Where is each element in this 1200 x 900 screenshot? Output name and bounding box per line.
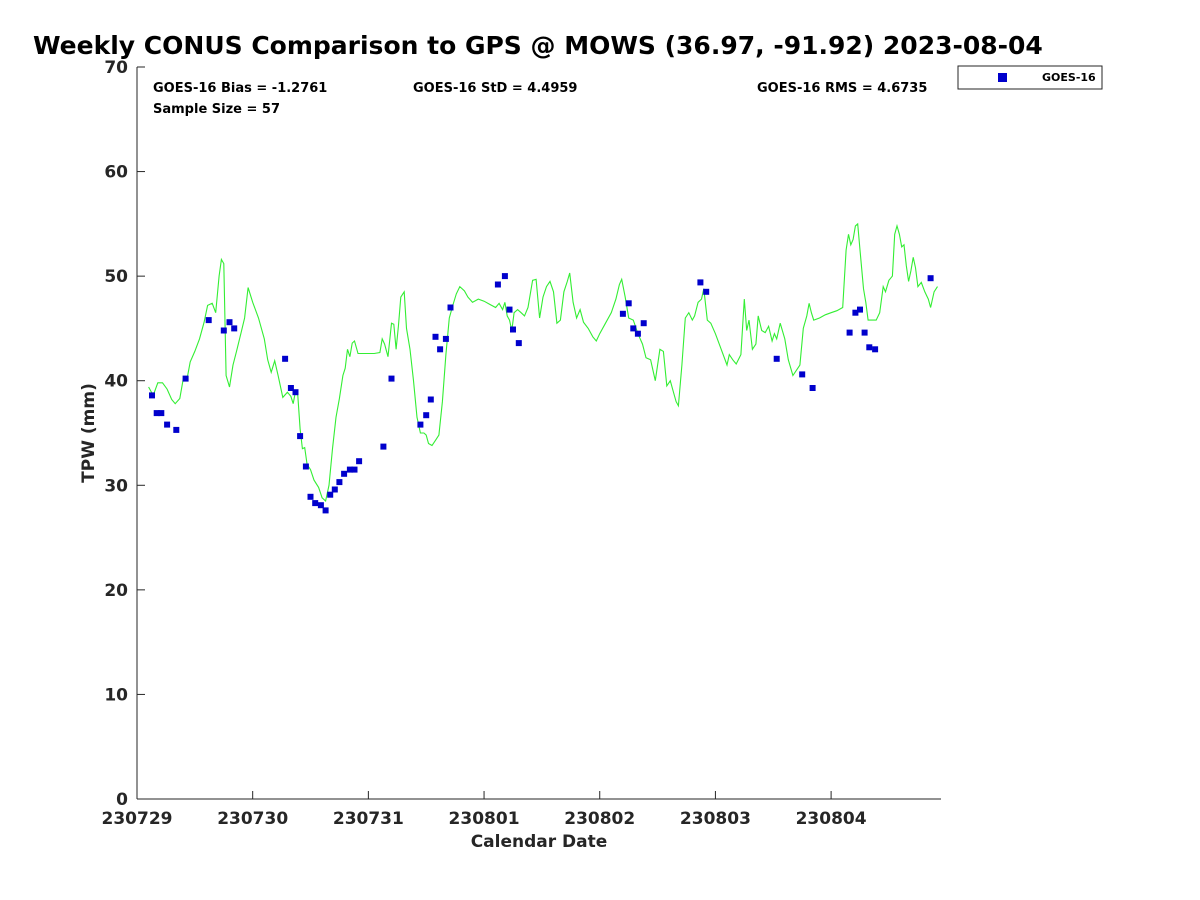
x-tick-label: 230803 [680,809,751,829]
y-tick-label: 40 [104,372,128,392]
goes16-point [852,309,859,316]
x-axis-title: Calendar Date [471,832,608,852]
goes16-point [380,443,387,450]
y-tick-label: 20 [104,581,128,601]
goes16-point [423,412,430,419]
goes16-point [625,300,632,307]
goes16-point [432,333,439,340]
goes16-point [703,288,710,295]
goes16-point [331,486,338,493]
goes16-point [307,493,314,500]
goes16-point [351,466,358,473]
y-axis-title: TPW (mm) [79,383,99,483]
goes16-point [292,389,299,396]
goes16-point [205,317,212,324]
x-tick-label: 230731 [333,809,404,829]
goes16-point [501,273,508,280]
goes16-point [872,346,879,353]
goes16-point [282,355,289,362]
legend: GOES-16 [957,65,1103,90]
x-tick-label: 230804 [796,809,867,829]
rms-stat: GOES-16 RMS = 4.6735 [757,81,927,96]
x-tick-label: 230729 [102,809,173,829]
gps-tpw-line [148,222,938,503]
goes16-point [164,421,171,428]
goes16-point [226,319,233,326]
goes16-point [287,385,294,391]
goes16-point [861,329,868,336]
legend-label-goes16: GOES-16 [1042,71,1096,84]
goes16-point [927,275,934,282]
goes16-point [515,340,522,347]
goes16-point [494,281,501,288]
y-tick-label: 70 [104,58,128,78]
goes16-point [182,375,189,382]
goes16-point [388,375,395,382]
std-stat: GOES-16 StD = 4.4959 [413,81,577,96]
goes16-point [857,306,863,313]
goes16-point [437,346,444,353]
goes16-point [153,410,160,417]
goes16-point [697,279,704,286]
goes16-point [341,470,348,477]
y-tick-label: 10 [104,685,128,705]
goes16-point [327,491,334,498]
legend-marker-goes16 [998,73,1007,82]
goes16-point [866,344,873,351]
sample-size-stat: Sample Size = 57 [153,102,280,117]
goes16-point [322,507,329,514]
bias-stat: GOES-16 Bias = -1.2761 [153,81,327,96]
goes16-point [846,329,853,336]
goes16-point [773,355,780,362]
goes16-point [149,392,155,399]
goes16-point [506,306,513,313]
goes16-point [630,325,637,332]
goes16-point [356,458,363,465]
goes16-point [302,463,309,470]
goes16-point [427,396,434,403]
chart-title: Weekly CONUS Comparison to GPS @ MOWS (3… [33,31,1043,60]
y-tick-label: 60 [104,163,128,183]
goes16-point [634,330,641,337]
goes16-point [640,320,647,327]
y-ticks: 0 10 20 30 40 50 60 70 [104,58,145,810]
goes16-point [317,502,324,509]
plot-area [137,67,941,799]
y-tick-label: 0 [116,790,128,810]
goes16-point [809,385,816,391]
legend-box [957,65,1103,90]
goes16-point [231,325,238,332]
goes16-point [297,433,304,440]
x-tick-label: 230802 [564,809,635,829]
goes16-point [336,479,343,486]
x-tick-label: 230730 [217,809,288,829]
x-ticks: 230729 230730 230731 230801 230802 230803 2308… [102,791,867,829]
goes16-point [799,371,806,378]
goes16-point [619,310,626,317]
goes16-point [312,500,319,507]
goes16-point [346,466,353,473]
series-layer [148,222,938,514]
y-tick-label: 50 [104,267,128,287]
goes16-point [173,426,180,433]
goes16-point [158,410,165,417]
goes16-point [417,421,424,428]
y-tick-label: 30 [104,476,128,496]
x-tick-label: 230801 [449,809,520,829]
goes16-point [220,327,227,334]
goes16-point [447,304,454,311]
goes16-point [510,326,516,333]
goes16-point [442,335,449,342]
